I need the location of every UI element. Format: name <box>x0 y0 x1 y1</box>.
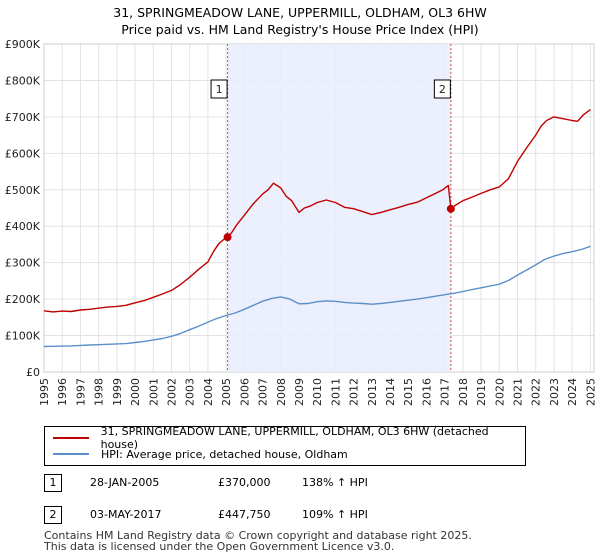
y-tick-label: £600K <box>5 147 41 160</box>
marker-layer <box>223 204 455 242</box>
x-tick-label: 2001 <box>147 378 160 406</box>
legend-label-property: 31, SPRINGMEADOW LANE, UPPERMILL, OLDHAM… <box>100 425 489 451</box>
x-tick-label: 2016 <box>420 378 433 406</box>
x-tick-label: 2021 <box>512 378 525 406</box>
legend-swatch-property <box>53 437 89 439</box>
transaction-date: 03-MAY-2017 <box>90 508 162 521</box>
transaction-marker-box <box>210 79 228 99</box>
x-tick-label: 2002 <box>165 378 178 406</box>
legend-label-hpi: HPI: Average price, detached house, Oldh… <box>101 447 348 461</box>
x-tick-label: 2006 <box>238 378 251 406</box>
property-price-line <box>43 109 591 313</box>
y-tick-label: £500K <box>5 184 41 197</box>
footer-copyright: Contains HM Land Registry data © Crown c… <box>44 529 472 542</box>
footer-licence: This data is licensed under the Open Gov… <box>44 540 395 553</box>
x-tick-label: 2007 <box>257 378 270 406</box>
x-tick-label: 1999 <box>111 378 124 406</box>
x-tick-label: 1997 <box>74 378 87 406</box>
transaction-date: 28-JAN-2005 <box>90 476 160 489</box>
transaction-marker-box <box>433 79 451 99</box>
x-tick-label: 2024 <box>566 378 579 406</box>
y-tick-label: £0 <box>26 366 40 379</box>
y-tick-label: £800K <box>5 74 41 87</box>
series-layer <box>43 109 591 348</box>
y-tick-label: £200K <box>5 293 41 306</box>
x-tick-label: 2023 <box>548 378 561 406</box>
legend: 31, SPRINGMEADOW LANE, UPPERMILL, OLDHAM… <box>44 425 526 466</box>
x-tick-label: 1995 <box>38 378 51 406</box>
x-tick-label: 2012 <box>348 378 361 406</box>
transaction-number: 1 <box>44 474 62 492</box>
transaction-marker-label: 1 <box>216 83 223 96</box>
y-tick-label: £700K <box>5 111 41 124</box>
hpi-line <box>43 245 591 348</box>
x-tick-label: 2025 <box>584 378 597 406</box>
x-tick-label: 2000 <box>129 378 142 406</box>
x-tick-label: 2003 <box>184 378 197 406</box>
x-tick-label: 2018 <box>457 378 470 406</box>
transaction-price: £370,000 <box>218 476 271 489</box>
x-tick-label: 2014 <box>384 378 397 406</box>
x-tick-label: 2008 <box>275 378 288 406</box>
x-tick-label: 2010 <box>311 378 324 406</box>
x-tick-label: 1998 <box>93 378 106 406</box>
chart-title-block: 31, SPRINGMEADOW LANE, UPPERMILL, OLDHAM… <box>0 4 600 38</box>
sale-point <box>446 204 455 213</box>
y-tick-label: £900K <box>5 38 41 51</box>
x-tick-label: 2022 <box>530 378 543 406</box>
x-tick-label: 2004 <box>202 378 215 406</box>
shaded-period <box>227 44 451 372</box>
legend-item-hpi: HPI: Average price, detached house, Oldh… <box>53 446 348 462</box>
x-tick-label: 2017 <box>439 378 452 406</box>
x-tick-label: 2019 <box>475 378 488 406</box>
y-tick-label: £100K <box>5 330 41 343</box>
legend-item-property: 31, SPRINGMEADOW LANE, UPPERMILL, OLDHAM… <box>53 425 525 451</box>
y-tick-label: £400K <box>5 220 41 233</box>
chart-subtitle: Price paid vs. HM Land Registry's House … <box>121 22 479 37</box>
x-tick-label: 2015 <box>402 378 415 406</box>
axis-labels: £0 £100K £200K £300K £400K £500K £600K £700K £80… <box>5 38 598 406</box>
transaction-marker-label: 2 <box>439 83 446 96</box>
chart-title: 31, SPRINGMEADOW LANE, UPPERMILL, OLDHAM… <box>113 5 487 20</box>
x-tick-label: 2005 <box>220 378 233 406</box>
transaction-price: £447,750 <box>218 508 271 521</box>
x-tick-label: 2011 <box>329 378 342 406</box>
x-tick-label: 2013 <box>366 378 379 406</box>
x-tick-label: 1996 <box>56 378 69 406</box>
transaction-hpi: 138% ↑ HPI <box>302 476 368 489</box>
footer: Contains HM Land Registry data © Crown c… <box>44 530 472 552</box>
transaction-number: 2 <box>44 506 62 524</box>
transaction-hpi: 109% ↑ HPI <box>302 508 368 521</box>
x-tick-label: 2020 <box>493 378 506 406</box>
legend-swatch-hpi <box>53 453 89 455</box>
y-tick-label: £300K <box>5 257 41 270</box>
x-tick-label: 2009 <box>293 378 306 406</box>
sale-point <box>223 233 232 242</box>
